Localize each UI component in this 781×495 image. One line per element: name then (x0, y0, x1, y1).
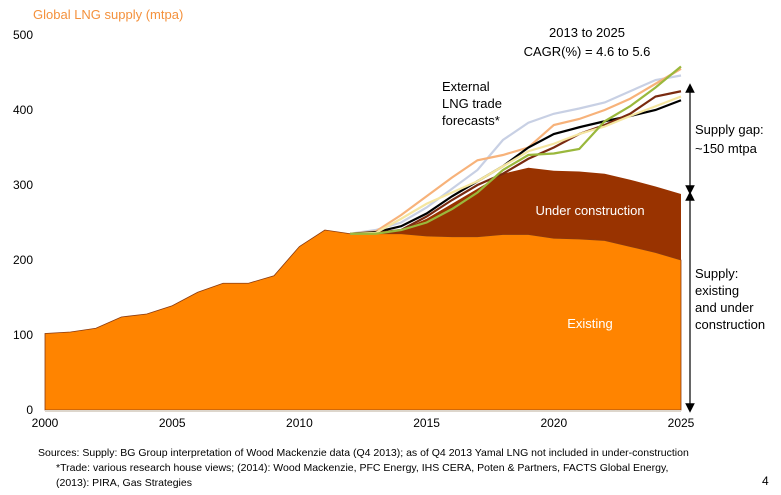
supply-label-2: existing (695, 283, 739, 298)
x-tick-label: 2005 (159, 416, 186, 430)
y-tick-label: 200 (13, 253, 33, 267)
chart-title: Global LNG supply (mtpa) (33, 7, 183, 22)
y-tick-label: 300 (13, 178, 33, 192)
y-tick-label: 500 (13, 28, 33, 42)
area-under-construction (350, 167, 681, 260)
supply-label-4: construction (695, 317, 765, 332)
x-tick-label: 2020 (540, 416, 567, 430)
forecasts-label-3: forecasts* (442, 113, 500, 128)
y-tick-label: 400 (13, 103, 33, 117)
supply-label-3: and under (695, 300, 754, 315)
forecasts-label-2: LNG trade (442, 96, 502, 111)
gap-label-2: ~150 mtpa (695, 141, 758, 156)
x-tick-label: 2025 (668, 416, 695, 430)
forecast-line-2 (350, 67, 682, 235)
sources-line-2: *Trade: various research house views; (2… (56, 462, 669, 474)
forecast-line-6 (350, 65, 682, 235)
y-tick-label: 0 (26, 403, 33, 417)
x-tick-label: 2010 (286, 416, 313, 430)
existing-label: Existing (567, 316, 613, 331)
cagr-label-1: 2013 to 2025 (549, 25, 625, 40)
x-tick-label: 2015 (413, 416, 440, 430)
forecasts-label-1: External (442, 79, 490, 94)
sources-line-1: Sources: Supply: BG Group interpretation… (38, 447, 689, 459)
x-tick-label: 2000 (32, 416, 59, 430)
sources-line-3: (2013): PIRA, Gas Strategies (56, 477, 192, 489)
cagr-label-2: CAGR(%) = 4.6 to 5.6 (524, 44, 651, 59)
page-number: 4 (762, 474, 769, 488)
y-tick-label: 100 (13, 328, 33, 342)
forecast-line-1 (350, 74, 682, 235)
gap-label-1: Supply gap: (695, 122, 764, 137)
supply-label-1: Supply: (695, 266, 738, 281)
forecast-line-5 (350, 95, 682, 235)
under-construction-label: Under construction (535, 203, 644, 218)
